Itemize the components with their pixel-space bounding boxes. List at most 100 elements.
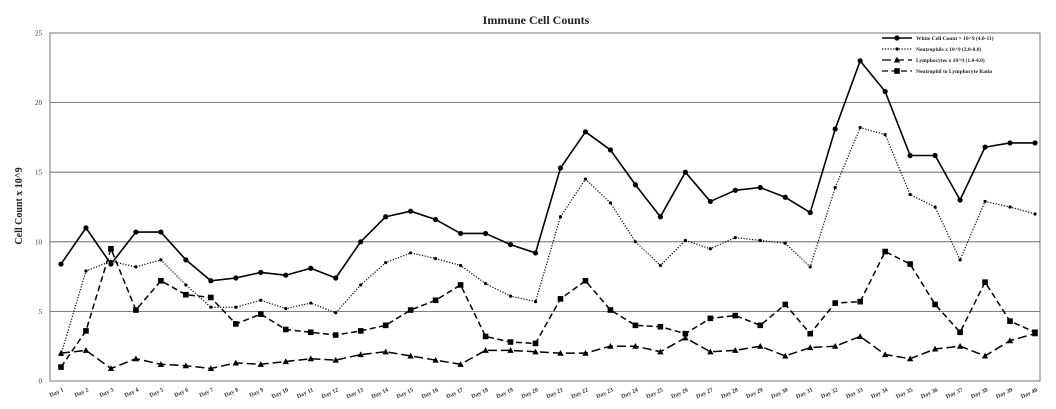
- data-point: [532, 250, 539, 256]
- data-point: [308, 265, 314, 271]
- data-point: [283, 272, 289, 278]
- data-point: [382, 322, 389, 329]
- x-tick-label: Day 26: [670, 387, 689, 400]
- data-point: [332, 332, 339, 338]
- data-point: [109, 259, 113, 263]
- data-point: [482, 333, 489, 340]
- x-tick-label: Day 30: [770, 387, 789, 400]
- data-point: [582, 129, 589, 135]
- x-tick-label: Day 33: [845, 387, 864, 400]
- data-point: [957, 329, 963, 336]
- series-1: [58, 58, 1038, 284]
- legend-label: Lymphocytes x 10^9 (1.0-4.0): [916, 57, 985, 64]
- data-point: [82, 347, 90, 353]
- data-point: [57, 349, 65, 356]
- data-point: [433, 216, 439, 223]
- data-point: [208, 278, 214, 284]
- data-point: [407, 307, 414, 313]
- data-point: [307, 329, 314, 336]
- data-point: [507, 347, 514, 353]
- data-point: [259, 298, 263, 302]
- data-point: [632, 322, 639, 329]
- data-point: [359, 283, 363, 287]
- y-tick-label: 25: [35, 30, 43, 38]
- legend-item: White Cell Count × 10^9 (4.0-11): [882, 35, 994, 42]
- x-tick-label: Day 9: [249, 387, 265, 399]
- data-point: [883, 133, 887, 137]
- data-point: [933, 205, 937, 209]
- series-line: [60, 248, 1036, 368]
- x-tick-label: Day 32: [820, 387, 839, 400]
- data-point: [832, 126, 838, 132]
- x-tick-label: Day 39: [995, 387, 1014, 400]
- data-point: [558, 215, 563, 219]
- x-tick-label: Day 23: [596, 387, 615, 400]
- series-line: [60, 332, 1036, 370]
- data-point: [607, 147, 614, 153]
- data-point: [657, 348, 664, 355]
- data-point: [557, 296, 564, 302]
- data-point: [1006, 337, 1014, 344]
- data-point: [906, 355, 914, 362]
- data-point: [483, 281, 488, 286]
- legend-label: White Cell Count × 10^9 (4.0-11): [916, 35, 994, 42]
- data-point: [257, 311, 264, 317]
- data-point: [907, 152, 913, 159]
- data-point: [982, 279, 988, 285]
- data-point: [657, 214, 663, 220]
- data-point: [107, 365, 115, 372]
- data-point: [457, 282, 464, 288]
- grid-lines: [49, 32, 1041, 382]
- data-point: [532, 340, 539, 347]
- x-tick-label: Day 8: [224, 387, 240, 399]
- x-tick-label: Day 3: [99, 387, 115, 399]
- x-tick-label: Day 1: [49, 387, 65, 399]
- data-point: [58, 364, 64, 370]
- data-point: [84, 269, 88, 273]
- data-point: [333, 275, 339, 281]
- data-point: [707, 348, 714, 355]
- data-point: [707, 315, 714, 322]
- data-point: [1033, 212, 1037, 216]
- data-point: [133, 229, 139, 235]
- data-point: [758, 238, 762, 243]
- data-point: [757, 322, 764, 329]
- x-tick-label: Day 2: [74, 387, 90, 399]
- data-point: [632, 343, 639, 349]
- data-point: [282, 358, 289, 365]
- data-point: [557, 349, 564, 356]
- data-point: [557, 165, 564, 171]
- x-tick-label: Day 7: [199, 387, 215, 399]
- x-tick-label: Day 19: [496, 387, 515, 400]
- data-point: [895, 47, 899, 51]
- x-tick-label: Day 21: [546, 387, 565, 400]
- data-point: [757, 184, 763, 191]
- data-point: [633, 240, 638, 244]
- data-point: [234, 305, 238, 309]
- data-point: [983, 199, 987, 204]
- data-point: [482, 230, 489, 237]
- data-point: [233, 321, 239, 327]
- data-point: [1007, 140, 1013, 146]
- data-point: [783, 241, 787, 245]
- y-tick-label: 10: [35, 238, 43, 246]
- data-point: [507, 241, 514, 248]
- x-tick-label: Day 34: [870, 387, 889, 400]
- data-point: [184, 283, 188, 287]
- data-point: [83, 328, 89, 334]
- data-point: [882, 248, 888, 255]
- x-tick-label: Day 12: [321, 387, 340, 400]
- data-point: [708, 247, 712, 251]
- data-point: [532, 348, 539, 355]
- data-point: [757, 343, 764, 349]
- data-point: [258, 269, 264, 276]
- data-point: [882, 88, 888, 95]
- data-point: [209, 305, 213, 309]
- data-point: [657, 323, 664, 330]
- x-tick-label: Day 38: [970, 387, 989, 400]
- data-point: [358, 239, 364, 245]
- series-group: [57, 58, 1039, 372]
- data-point: [583, 177, 588, 181]
- data-point: [108, 261, 114, 267]
